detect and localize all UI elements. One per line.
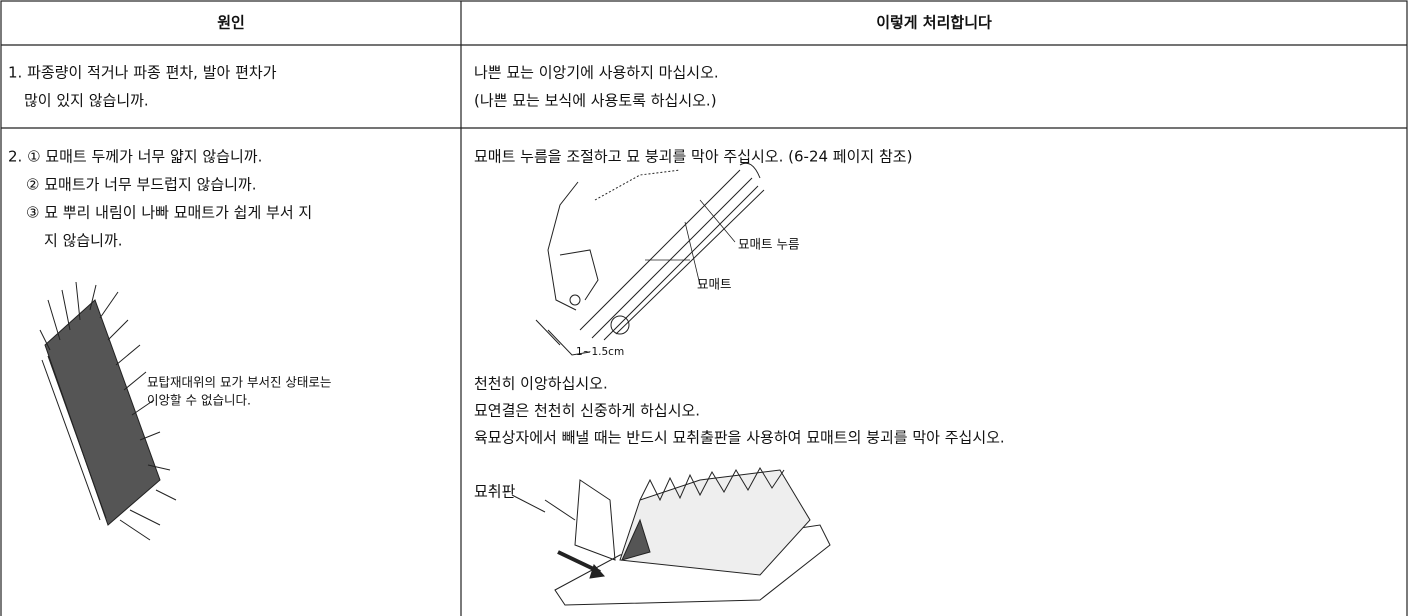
- mat-press-illustration: [535, 162, 765, 356]
- cause-text: 1. 파종량이 적거나 파종 편차, 발아 편차가: [8, 64, 277, 82]
- figure-caption: 이앙할 수 없습니다.: [147, 393, 251, 408]
- remedy-text: (나쁜 묘는 보식에 사용토록 하십시오.): [474, 92, 717, 110]
- tray-illustration: [511, 466, 831, 606]
- figure-label: 묘취판: [474, 483, 516, 501]
- remedy-text: 육묘상자에서 빼낼 때는 반드시 묘취출판을 사용하여 묘매트의 붕괴를 막아 …: [474, 429, 1005, 447]
- figure-label: 묘매트: [697, 277, 732, 292]
- header-cell: 이렇게 처리합니다: [876, 14, 992, 32]
- header-row: [0, 0, 1408, 45]
- cause-text: 2. ① 묘매트 두께가 너무 얇지 않습니까.: [8, 148, 262, 166]
- cause-text: ② 묘매트가 너무 부드럽지 않습니까.: [26, 176, 257, 194]
- remedy-text: 천천히 이앙하십시오.: [474, 375, 608, 393]
- figure-label: 1~1.5cm: [576, 346, 624, 358]
- remedy-text: 묘연결은 천천히 신중하게 하십시오.: [474, 402, 700, 420]
- figure-label: 묘매트 누름: [738, 237, 799, 252]
- header-cell: 원인: [217, 14, 245, 32]
- remedy-text: 나쁜 묘는 이앙기에 사용하지 마십시오.: [474, 64, 719, 82]
- cause-text: 지 않습니까.: [44, 232, 123, 250]
- cause-text: 많이 있지 않습니까.: [24, 92, 149, 110]
- broken-mat-illustration: [39, 281, 177, 541]
- cause-text: ③ 묘 뿌리 내림이 나빠 묘매트가 쉽게 부서 지: [26, 204, 312, 222]
- figure-caption: 묘탑재대위의 묘가 부서진 상태로는: [147, 375, 331, 390]
- remedy-text: 묘매트 누름을 조절하고 묘 붕괴를 막아 주십시오. (6-24 페이지 참조…: [474, 148, 912, 166]
